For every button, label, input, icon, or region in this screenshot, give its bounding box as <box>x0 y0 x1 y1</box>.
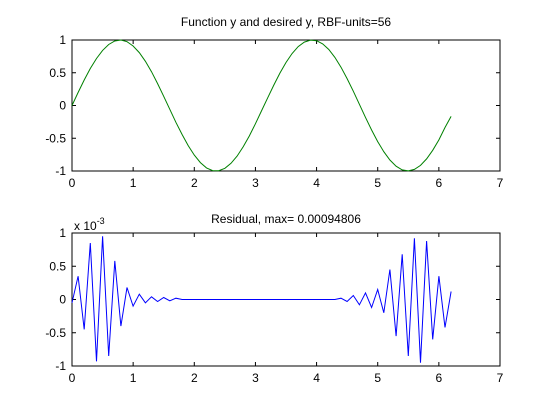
bottom-series-line <box>71 236 452 363</box>
x-tick-label: 2 <box>191 371 198 385</box>
x-tick-label: 4 <box>313 176 320 190</box>
x-tick-label: 7 <box>497 176 504 190</box>
x-tick-label: 0 <box>69 176 76 190</box>
bottom-ticks <box>71 232 501 367</box>
y-tick-label: 1 <box>59 33 66 47</box>
x-tick-label: 6 <box>436 371 443 385</box>
top-tick-labels: 0 1 2 3 4 5 6 7 -1 -0.5 0 0.5 1 <box>45 33 503 190</box>
x-tick-label: 1 <box>130 371 137 385</box>
y-tick-label: 0 <box>59 99 66 113</box>
bottom-axes: Residual, max= 0.00094806 x 10-3 0 1 2 3 4 5 6… <box>45 212 503 385</box>
top-axes: Function y and desired y, RBF-units=56 0… <box>45 15 503 190</box>
x-tick-label: 2 <box>191 176 198 190</box>
x-tick-label: 3 <box>252 176 259 190</box>
x-tick-label: 5 <box>374 371 381 385</box>
y-tick-label: 1 <box>59 226 66 240</box>
bottom-tick-labels: 0 1 2 3 4 5 6 7 -1 -0.5 0 0.5 1 <box>45 226 503 385</box>
top-series-line <box>71 39 452 172</box>
y-tick-label: -0.5 <box>45 131 66 145</box>
x-tick-label: 0 <box>69 371 76 385</box>
y-tick-label: 0.5 <box>49 259 66 273</box>
x-tick-label: 4 <box>313 371 320 385</box>
x-tick-label: 7 <box>497 371 504 385</box>
top-plot-frame <box>71 39 501 172</box>
y-tick-label: -1 <box>55 359 66 373</box>
top-ticks <box>71 39 501 172</box>
y-tick-label: 0 <box>59 293 66 307</box>
top-chart-title: Function y and desired y, RBF-units=56 <box>181 15 392 29</box>
axis-multiplier-exponent: -3 <box>97 216 105 226</box>
bottom-chart-title: Residual, max= 0.00094806 <box>211 212 361 226</box>
x-tick-label: 3 <box>252 371 259 385</box>
y-tick-label: -0.5 <box>45 326 66 340</box>
x-tick-label: 5 <box>374 176 381 190</box>
x-tick-label: 1 <box>130 176 137 190</box>
axis-multiplier: x 10-3 <box>74 216 105 233</box>
y-tick-label: 0.5 <box>49 66 66 80</box>
y-tick-label: -1 <box>55 164 66 178</box>
axis-multiplier-base: x 10 <box>74 219 97 233</box>
x-tick-label: 6 <box>436 176 443 190</box>
